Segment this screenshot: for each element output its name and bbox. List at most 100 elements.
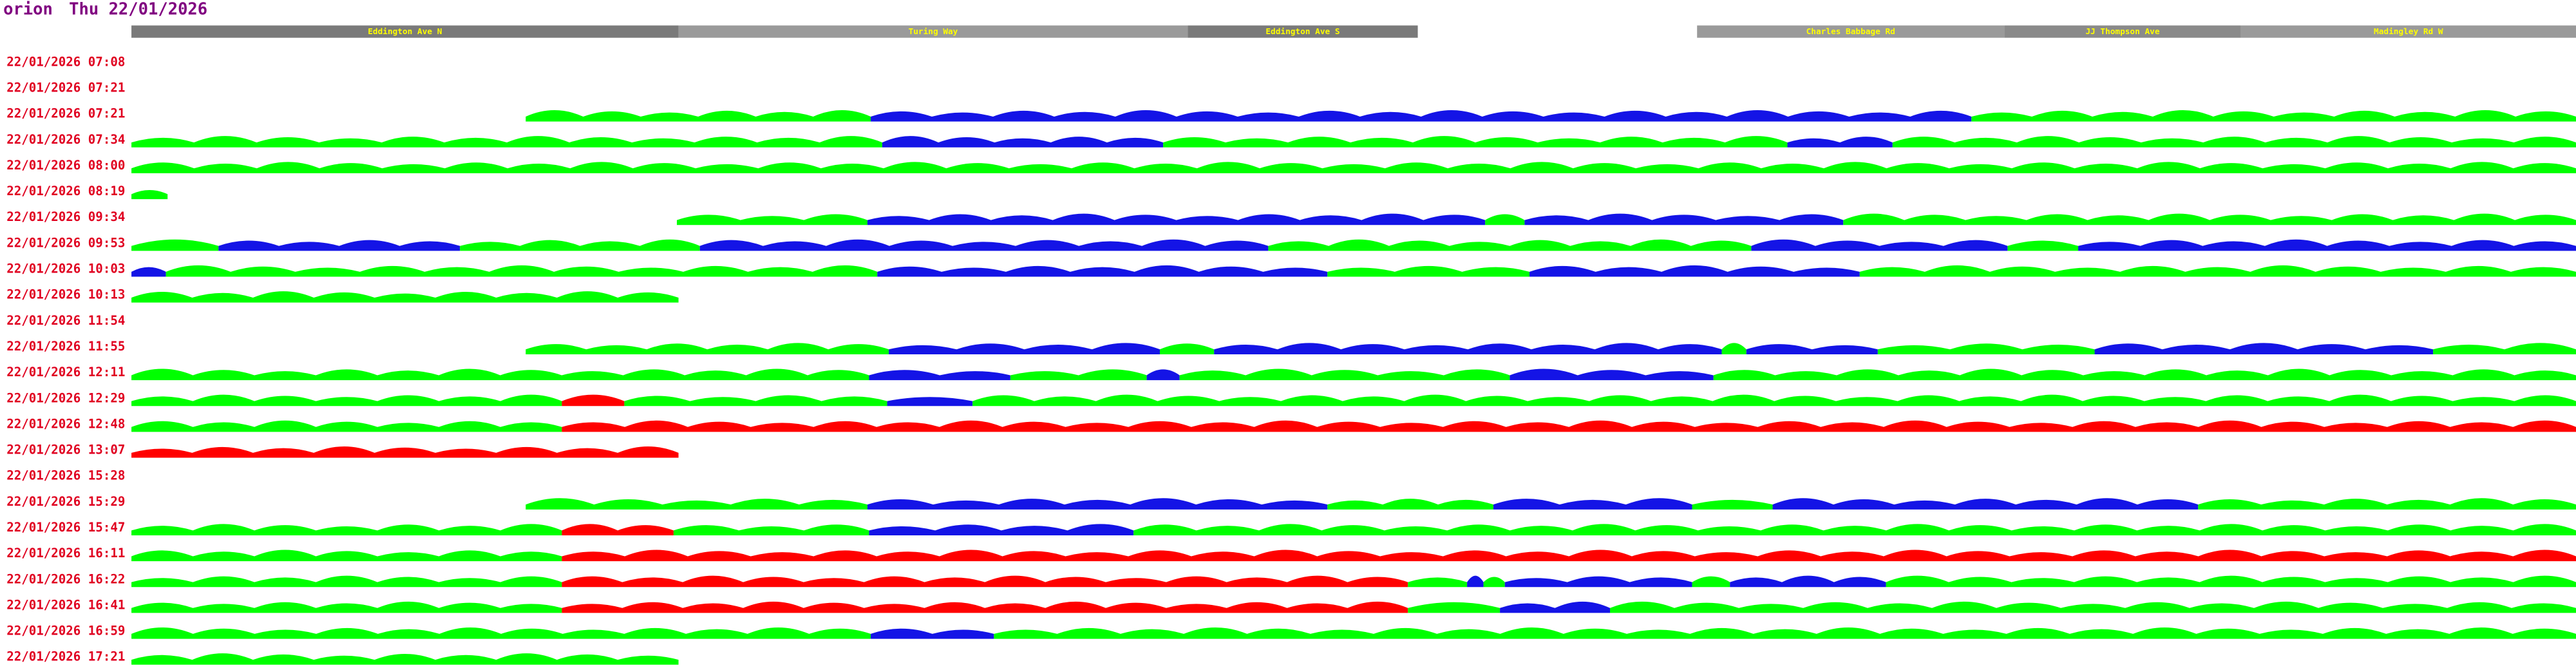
journey-segment [131,267,166,277]
journey-segment [1877,343,2095,354]
journey-segment [994,627,2576,639]
row-label: 22/01/2026 11:55 [6,339,125,354]
journey-segment [1530,265,1860,277]
journey-segment [1886,575,2576,588]
road-bar [1697,25,2005,38]
journey-segment [2007,240,2079,251]
journey-segment [1713,368,2576,381]
journey-segment [2198,498,2576,510]
journey-segment [1327,499,1493,510]
row-label: 22/01/2026 10:13 [6,287,125,302]
date-title: Thu 22/01/2026 [69,0,207,19]
journey-segment [562,575,1408,588]
journey-segment [699,239,1269,251]
row-label: 22/01/2026 16:11 [6,546,125,560]
row-label: 22/01/2026 16:22 [6,571,125,586]
journey-segment [131,239,219,251]
road-label: Turing Way [909,27,958,37]
journey-segment [1133,524,2576,535]
journey-segment [1146,369,1180,381]
journey-segment [1787,137,1893,148]
row-label: 22/01/2026 11:54 [6,313,125,328]
journey-segment [131,653,679,665]
journey-segment [1327,265,1530,277]
journey-segment [1772,498,2199,510]
journey-segment [1730,575,1886,588]
road-bar [131,25,679,38]
road-bar [2004,25,2241,38]
row-label: 22/01/2026 09:34 [6,209,125,224]
row-label: 22/01/2026 07:21 [6,81,125,95]
journey-segment [131,575,562,588]
row-label: 22/01/2026 12:48 [6,416,125,431]
journey-segment [562,524,674,535]
journey-segment [166,265,878,277]
journey-segment [1010,369,1147,381]
row-label: 22/01/2026 16:41 [6,597,125,612]
journey-segment [1467,575,1484,588]
journey-segment [1859,265,2576,277]
journey-segment [887,397,973,407]
row-label: 22/01/2026 12:11 [6,365,125,379]
journey-segment [1721,343,1747,354]
journey-segment [882,136,1164,148]
row-label: 22/01/2026 10:03 [6,262,125,276]
road-label: Charles Babbage Rd [1806,27,1895,37]
journey-segment [131,524,562,535]
journey-segment [869,370,1010,381]
journey-segment [1408,602,1501,613]
row-label: 22/01/2026 12:29 [6,390,125,405]
journey-segment [562,420,2576,432]
journey-segment [1971,110,2576,122]
journey-segment [1692,499,1773,510]
journey-segment [562,601,1408,613]
journey-segment [131,446,679,458]
journey-segment [869,524,1134,535]
journey-segment [1500,601,1610,613]
journey-segment [562,394,625,407]
road-label: Eddington Ave S [1265,27,1340,37]
road-bar [1188,25,1418,38]
journey-segment [1610,601,2576,613]
road-label: Eddington Ave N [368,27,442,37]
journey-segment [2094,343,2434,354]
journey-segment [131,162,2576,173]
row-label: 22/01/2026 15:29 [6,494,125,509]
journey-segment [877,265,1328,277]
journey-segment [526,110,871,122]
journey-segment [1510,368,1714,381]
journey-segment [1892,136,2576,148]
journey-segment [1493,498,1692,510]
journey-segment [526,498,867,510]
journey-segment [131,190,168,200]
journey-segment [131,136,882,148]
journey-segment [1163,136,1788,148]
journey-segment [1483,577,1505,588]
journey-segment [526,343,889,354]
journey-segment [1160,343,1215,354]
journey-segment [871,628,994,639]
journey-segment [1485,214,1525,225]
journey-segment [972,394,2576,407]
journey-segment [218,240,460,251]
journey-segment [871,110,1972,122]
row-label: 22/01/2026 15:28 [6,468,125,483]
row-label: 22/01/2026 08:19 [6,184,125,198]
row-label: 22/01/2026 09:53 [6,235,125,250]
row-label: 22/01/2026 07:08 [6,54,125,69]
row-label: 22/01/2026 08:00 [6,158,125,173]
journey-segment [1843,213,2576,225]
journey-segment [131,291,679,303]
row-label: 22/01/2026 16:59 [6,624,125,638]
journey-segment [1179,368,1510,381]
journey-segment [1524,213,1844,225]
journey-segment [131,394,562,407]
row-label: 22/01/2026 07:21 [6,106,125,121]
row-label: 22/01/2026 15:47 [6,520,125,535]
row-label: 22/01/2026 17:21 [6,649,125,664]
journey-segment [131,420,562,432]
journey-segment [624,395,887,407]
journey-segment [131,627,871,639]
journey-segment [131,368,869,381]
